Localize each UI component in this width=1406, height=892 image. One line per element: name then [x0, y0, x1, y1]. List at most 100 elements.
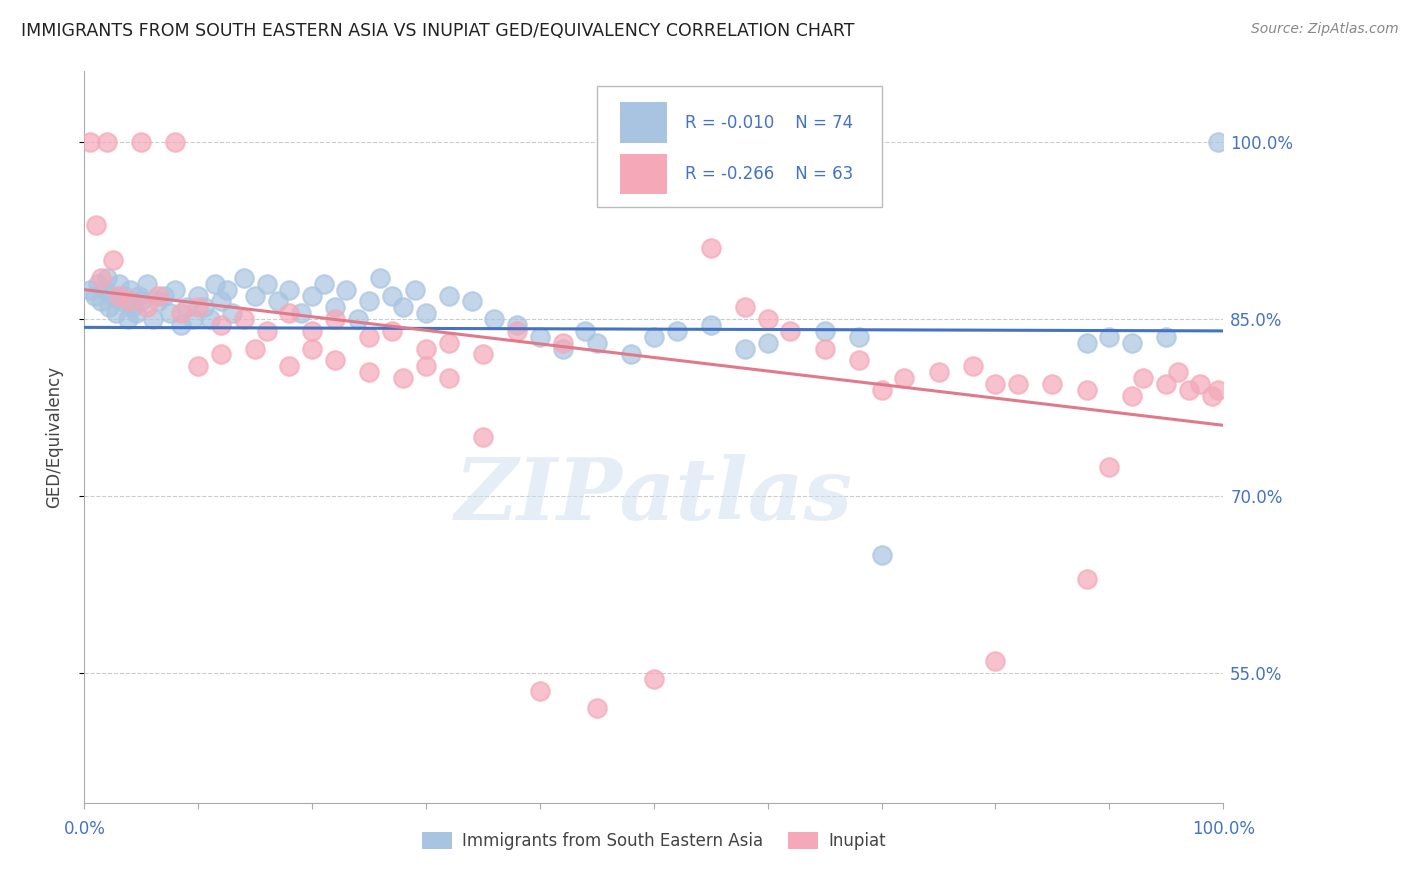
Point	[159, 306, 181, 320]
Text: 100.0%: 100.0%	[1192, 821, 1254, 838]
Point	[1156, 376, 1178, 391]
Point	[245, 288, 267, 302]
Point	[346, 312, 368, 326]
Point	[1178, 383, 1201, 397]
Point	[101, 253, 124, 268]
Point	[112, 288, 135, 302]
Point	[79, 135, 101, 149]
Point	[187, 288, 209, 302]
Point	[814, 324, 837, 338]
Text: ZIPatlas: ZIPatlas	[454, 454, 853, 537]
Point	[221, 306, 243, 320]
Point	[381, 288, 404, 302]
Point	[848, 353, 870, 368]
Point	[84, 218, 107, 232]
Point	[121, 301, 143, 315]
Point	[700, 241, 723, 255]
Legend: Immigrants from South Eastern Asia, Inupiat: Immigrants from South Eastern Asia, Inup…	[415, 825, 893, 856]
Point	[170, 318, 193, 332]
Point	[586, 701, 609, 715]
Point	[437, 288, 460, 302]
Point	[256, 277, 278, 291]
Point	[529, 683, 551, 698]
Point	[136, 301, 159, 315]
Point	[734, 342, 756, 356]
Point	[136, 277, 159, 291]
Point	[814, 342, 837, 356]
Point	[415, 306, 437, 320]
Point	[124, 306, 146, 320]
Point	[359, 330, 381, 344]
Point	[290, 306, 312, 320]
Point	[370, 270, 392, 285]
Point	[148, 294, 170, 309]
Point	[312, 277, 335, 291]
Point	[1189, 376, 1212, 391]
Point	[198, 312, 221, 326]
Point	[323, 353, 346, 368]
Point	[756, 335, 779, 350]
Point	[551, 342, 574, 356]
Point	[437, 335, 460, 350]
Point	[437, 371, 460, 385]
Point	[87, 277, 110, 291]
Point	[301, 324, 323, 338]
Point	[335, 283, 357, 297]
Point	[472, 347, 495, 361]
Text: Source: ZipAtlas.com: Source: ZipAtlas.com	[1251, 22, 1399, 37]
Point	[381, 324, 404, 338]
Point	[643, 330, 665, 344]
Point	[529, 330, 551, 344]
Point	[1098, 330, 1121, 344]
Point	[98, 301, 121, 315]
Text: IMMIGRANTS FROM SOUTH EASTERN ASIA VS INUPIAT GED/EQUIVALENCY CORRELATION CHART: IMMIGRANTS FROM SOUTH EASTERN ASIA VS IN…	[21, 22, 855, 40]
Point	[359, 365, 381, 379]
Point	[79, 283, 101, 297]
Point	[187, 301, 209, 315]
Text: 0.0%: 0.0%	[63, 821, 105, 838]
Point	[278, 306, 301, 320]
Point	[1007, 376, 1029, 391]
Point	[1206, 383, 1229, 397]
Point	[107, 288, 129, 302]
Point	[165, 135, 187, 149]
Point	[1206, 135, 1229, 149]
Point	[1076, 383, 1098, 397]
Point	[1132, 371, 1154, 385]
Point	[1201, 389, 1223, 403]
Point	[392, 371, 415, 385]
Point	[506, 324, 529, 338]
Point	[472, 430, 495, 444]
Point	[1098, 459, 1121, 474]
Point	[128, 288, 150, 302]
Point	[181, 312, 204, 326]
Point	[170, 306, 193, 320]
Point	[1076, 335, 1098, 350]
Point	[204, 277, 226, 291]
Point	[404, 283, 426, 297]
Point	[278, 359, 301, 374]
Point	[209, 294, 232, 309]
Point	[928, 365, 950, 379]
Point	[117, 312, 139, 326]
Point	[893, 371, 915, 385]
Point	[779, 324, 801, 338]
Point	[984, 376, 1007, 391]
Point	[323, 312, 346, 326]
Point	[301, 288, 323, 302]
Y-axis label: GED/Equivalency: GED/Equivalency	[45, 366, 63, 508]
Point	[118, 294, 141, 309]
Point	[415, 342, 437, 356]
Point	[215, 283, 238, 297]
Point	[756, 312, 779, 326]
Point	[870, 548, 893, 562]
Point	[131, 294, 153, 309]
Point	[176, 301, 198, 315]
Point	[96, 270, 118, 285]
Point	[962, 359, 984, 374]
Point	[700, 318, 723, 332]
Point	[392, 301, 415, 315]
Point	[1156, 330, 1178, 344]
FancyBboxPatch shape	[620, 153, 668, 194]
Point	[101, 288, 124, 302]
